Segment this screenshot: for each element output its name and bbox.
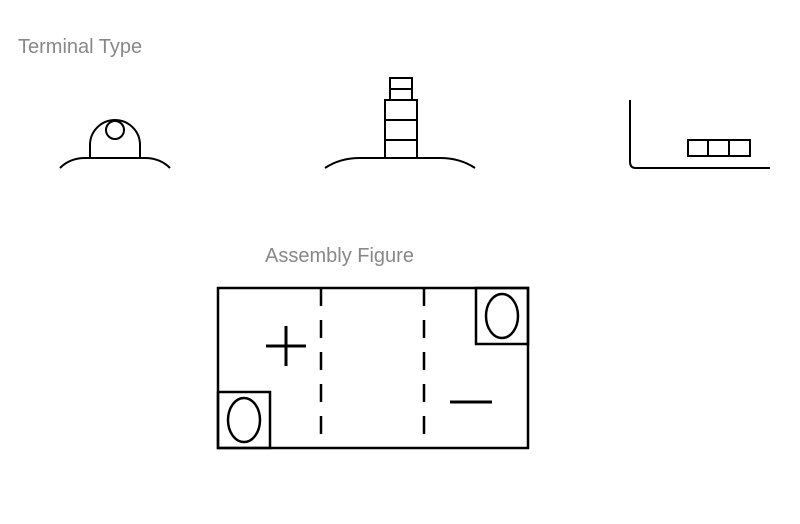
assembly-battery bbox=[210, 280, 540, 465]
terminal-post-bolt bbox=[310, 70, 490, 195]
assembly-figure-label: Assembly Figure bbox=[265, 245, 414, 268]
terminal-ring-lug bbox=[50, 90, 210, 195]
terminal-type-label: Terminal Type bbox=[18, 36, 142, 59]
terminal-flat-tab bbox=[610, 90, 780, 195]
